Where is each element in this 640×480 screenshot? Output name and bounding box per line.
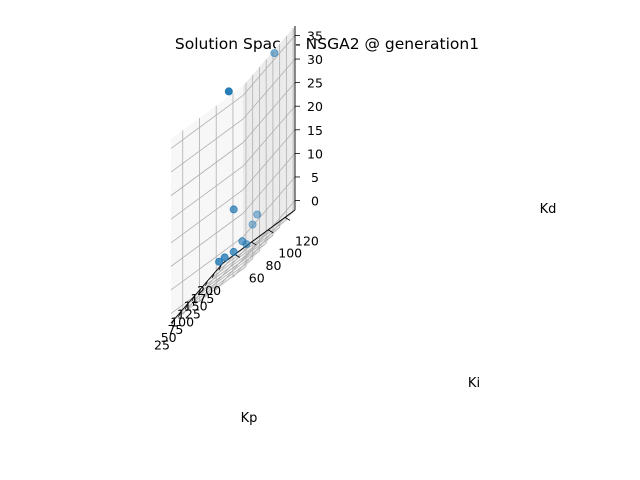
grid-line-z-back (242, 58, 296, 120)
x-tick-mark (191, 296, 195, 302)
grid-line-z-back (242, 129, 296, 191)
grid-line-z-side (170, 95, 244, 149)
grid-line-y-floor (182, 254, 236, 315)
z-tick-label: 25 (307, 76, 323, 91)
back-pane (243, 26, 295, 270)
x-tick-mark (218, 265, 222, 271)
grid-line-z-side (170, 165, 244, 220)
grid-line-y-floor (199, 241, 252, 303)
x-tick-label: 150 (184, 299, 208, 314)
x-tick-label: 125 (177, 306, 201, 321)
y-tick-label: 100 (278, 246, 302, 261)
side-pane (171, 86, 243, 323)
x-tick-mark (211, 272, 215, 279)
x-tick-label: 100 (170, 314, 194, 329)
scatter-points (215, 49, 279, 266)
grid-line-z-side (170, 236, 244, 291)
y-axis-label: Ki (468, 376, 480, 391)
grid-line-z-back (242, 105, 296, 167)
scatter-point (215, 257, 224, 266)
z-tick-label: 30 (307, 52, 323, 67)
chart-title: Solution Space - NSGA2 @ generation1 (175, 35, 479, 53)
scatter-point (248, 220, 257, 229)
x-tick-mark (198, 288, 202, 294)
axis-panes (171, 26, 295, 323)
z-axis-label: Kd (540, 202, 557, 217)
grid-line-z-side (170, 189, 244, 244)
z-tick-label: 20 (307, 99, 323, 114)
scatter-point (220, 253, 229, 262)
x-tick-mark (171, 319, 175, 325)
scatter-point (253, 210, 262, 219)
x-tick-label: 50 (161, 330, 177, 345)
scatter-point (229, 247, 238, 256)
x-axis-label: Kp (241, 411, 258, 426)
x-tick-label: 25 (154, 338, 170, 353)
scatter-point (229, 205, 238, 214)
x-tick-label: 75 (167, 322, 183, 337)
grid-line-y-floor (232, 217, 286, 278)
grid-line-z-side (170, 213, 244, 267)
z-tick-label: 15 (307, 123, 323, 138)
x-tick-label: 200 (197, 283, 221, 298)
y-tick-label: 60 (249, 270, 265, 285)
y-tick-label: 120 (295, 233, 319, 248)
y-tick-mark (284, 217, 291, 221)
z-tick-label: 35 (307, 28, 323, 43)
x-tick-mark (205, 280, 209, 286)
grid-line-z-side (170, 118, 244, 173)
grid-line-z-back (242, 82, 296, 143)
grid-line-z-side (170, 142, 244, 196)
y-tick-mark (268, 229, 274, 234)
y-tick-mark (251, 241, 257, 246)
grid-line-z-back (242, 176, 296, 238)
z-tick-label: 10 (307, 146, 323, 161)
z-tick-label: 0 (311, 194, 319, 209)
tick-marks: 2550751001251501752006080100120051015202… (154, 28, 323, 352)
z-tick-label: 5 (311, 170, 319, 185)
grid-line-z-side (170, 260, 244, 314)
grid-line-z-back (242, 35, 296, 96)
scatter-point (224, 87, 233, 96)
grid-line-y-floor (215, 229, 269, 290)
scatter-point (270, 49, 279, 58)
grid-line-z-back (242, 153, 296, 214)
scatter-point (238, 237, 247, 246)
x-tick-label: 175 (190, 291, 214, 306)
x-tick-mark (178, 311, 182, 317)
grid-lines (170, 28, 296, 320)
y-tick-label: 80 (266, 258, 282, 273)
x-tick-mark (184, 303, 188, 310)
